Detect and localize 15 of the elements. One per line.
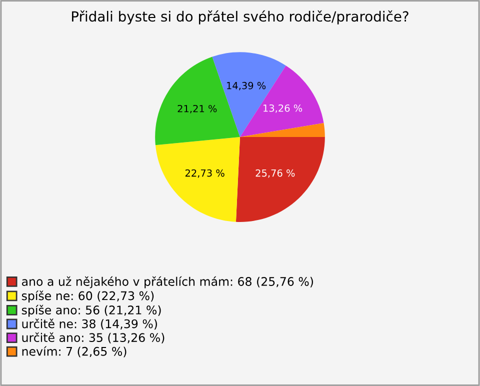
chart-title: Přidali byste si do přátel svého rodiče/prarodiče?: [72, 10, 408, 24]
data-label: 14,39 %: [227, 82, 266, 90]
pie-slice: [155, 137, 240, 222]
pie-slice: [240, 122, 325, 138]
legend-label: ano a už nějakého v přátelích mám: 68 (25,76 %): [22, 276, 313, 288]
legend-label: spíše ano: 56 (21,21 %): [22, 304, 161, 317]
data-label: 22,73 %: [185, 169, 224, 178]
legend-label: určitě ne: 38 (14,39 %): [22, 318, 157, 330]
legend-label: spíše ne: 60 (22,73 %): [22, 290, 154, 302]
data-label: 25,76 %: [256, 169, 295, 178]
data-label: 21,21 %: [178, 104, 217, 114]
legend-label: určitě ano: 35 (13,26 %): [22, 332, 164, 344]
pie-slice: [236, 137, 325, 222]
data-label: 13,26 %: [264, 104, 302, 113]
legend-label: nevím: 7 (2,65 %): [22, 346, 126, 358]
